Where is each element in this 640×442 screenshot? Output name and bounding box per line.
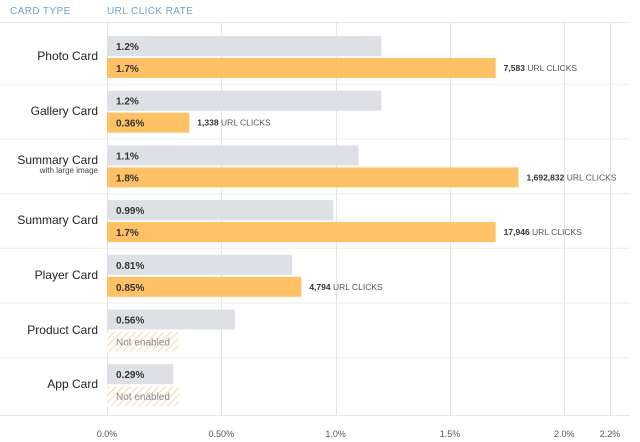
orange-bar (107, 167, 519, 188)
x-tick-label: 1.0% (325, 429, 346, 439)
url-clicks-count: 1,692,832 (527, 172, 565, 182)
category-label: Summary Card (17, 213, 98, 227)
orange-bar (107, 222, 496, 243)
x-tick-label: 2.2% (600, 429, 621, 439)
category-label: Player Card (35, 268, 98, 282)
gray-bar (107, 254, 293, 275)
category-name: Photo Card (37, 49, 98, 63)
category-name: Summary Card (17, 213, 98, 228)
category-name: Summary Card (17, 153, 98, 168)
gray-bar (107, 36, 382, 56)
x-tick-label: 0.0% (97, 429, 118, 439)
orange-bar-label: 1.7% (116, 228, 139, 239)
url-clicks-suffix: URL CLICKS (530, 227, 582, 237)
url-clicks-label: 7,583 URL CLICKS (504, 63, 578, 73)
url-click-rate-header: URL CLICK RATE (107, 6, 194, 17)
url-clicks-suffix: URL CLICKS (525, 63, 577, 73)
url-clicks-suffix: URL CLICKS (219, 118, 271, 128)
orange-bar (107, 112, 190, 133)
category-name: Player Card (34, 267, 98, 282)
orange-bar (107, 276, 302, 297)
gray-bar (107, 309, 236, 330)
orange-bar-label: 0.36% (116, 119, 144, 130)
url-clicks-suffix: URL CLICKS (331, 282, 383, 292)
url-clicks-count: 4,794 (309, 282, 331, 292)
gray-bar-label: 1.2% (116, 42, 139, 53)
url-clicks-label: 4,794 URL CLICKS (309, 282, 383, 292)
gray-bar (107, 145, 359, 166)
not-enabled-bar (107, 386, 179, 407)
category-label: App Card (47, 377, 98, 391)
not-enabled-label: Not enabled (116, 338, 170, 349)
category-label: Photo Card (37, 49, 98, 63)
category-name: Gallery Card (30, 103, 98, 118)
url-clicks-label: 1,338 URL CLICKS (197, 118, 271, 128)
orange-bar-label: 0.85% (116, 283, 144, 294)
gray-bar-label: 0.99% (116, 206, 144, 217)
x-tick-label: 1.5% (440, 429, 461, 439)
gray-bar (107, 90, 382, 111)
url-clicks-count: 7,583 (504, 63, 526, 73)
url-clicks-label: 1,692,832 URL CLICKS (527, 172, 617, 182)
gray-bar-label: 0.56% (116, 316, 144, 327)
category-label: Product Card (27, 323, 98, 337)
not-enabled-label: Not enabled (116, 392, 170, 403)
gray-bar-label: 1.2% (116, 97, 139, 108)
gray-bar-label: 1.1% (116, 151, 139, 162)
url-clicks-suffix: URL CLICKS (564, 172, 616, 182)
url-clicks-count: 17,946 (504, 227, 530, 237)
orange-bar (107, 58, 496, 78)
category-label: Gallery Card (31, 104, 98, 118)
gray-bar (107, 364, 174, 385)
x-tick-label: 2.0% (554, 429, 575, 439)
orange-bar-label: 1.7% (116, 64, 139, 75)
orange-bar-label: 1.8% (116, 173, 139, 184)
url-clicks-count: 1,338 (197, 118, 219, 128)
not-enabled-bar (107, 331, 179, 352)
card-type-header: CARD TYPE (10, 6, 71, 17)
gray-bar-label: 0.81% (116, 261, 144, 272)
gray-bar (107, 200, 334, 221)
category-label: Summary Card with large image (17, 153, 98, 175)
x-tick-label: 0.50% (209, 429, 235, 439)
category-name: App Card (47, 377, 98, 392)
category-name: Product Card (27, 322, 98, 337)
url-clicks-label: 17,946 URL CLICKS (504, 227, 582, 237)
gray-bar-label: 0.29% (116, 370, 144, 381)
category-subtitle: with large image (39, 166, 98, 176)
header-divider (0, 22, 630, 23)
